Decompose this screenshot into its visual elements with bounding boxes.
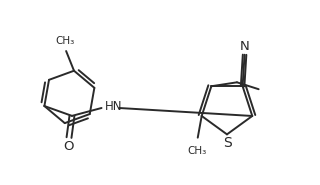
Text: S: S <box>224 136 232 150</box>
Text: CH₃: CH₃ <box>55 36 75 46</box>
Text: CH₃: CH₃ <box>187 146 206 156</box>
Text: HN: HN <box>104 100 122 112</box>
Text: O: O <box>63 140 73 153</box>
Text: N: N <box>240 40 250 53</box>
